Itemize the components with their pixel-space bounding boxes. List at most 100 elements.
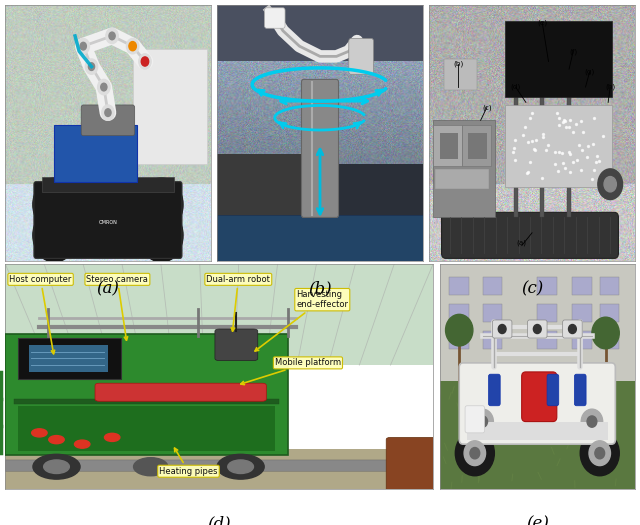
Text: (h): (h)	[605, 84, 615, 90]
Bar	[449, 331, 469, 349]
Point	[538, 132, 548, 141]
Circle shape	[533, 324, 541, 333]
Point	[510, 156, 520, 164]
Point	[599, 174, 609, 183]
Point	[598, 132, 608, 140]
Circle shape	[149, 190, 173, 220]
Circle shape	[134, 458, 168, 476]
Circle shape	[499, 324, 506, 333]
Circle shape	[568, 324, 577, 333]
Circle shape	[104, 433, 120, 442]
Point	[572, 156, 582, 164]
Bar	[433, 120, 495, 217]
Point	[561, 123, 572, 131]
Circle shape	[129, 41, 136, 51]
Point	[568, 128, 578, 136]
Text: (g): (g)	[584, 68, 595, 75]
Point	[587, 174, 597, 183]
Bar	[440, 264, 635, 381]
Point	[543, 141, 553, 149]
FancyBboxPatch shape	[460, 363, 616, 444]
Bar	[572, 304, 592, 322]
Circle shape	[80, 43, 86, 50]
Text: Stereo camera: Stereo camera	[86, 275, 148, 340]
Bar	[18, 406, 275, 451]
FancyBboxPatch shape	[95, 383, 266, 401]
Bar	[538, 331, 557, 349]
Circle shape	[149, 220, 173, 251]
Circle shape	[217, 454, 264, 479]
FancyBboxPatch shape	[547, 374, 559, 406]
Point	[565, 150, 575, 158]
Point	[582, 153, 592, 161]
Bar	[572, 331, 592, 349]
Bar	[330, 164, 423, 261]
FancyBboxPatch shape	[492, 320, 512, 338]
Circle shape	[42, 220, 67, 251]
Text: (e): (e)	[537, 20, 547, 26]
FancyBboxPatch shape	[18, 338, 121, 379]
Text: Heating pipes: Heating pipes	[159, 448, 218, 476]
FancyBboxPatch shape	[215, 329, 258, 361]
Point	[522, 169, 532, 177]
Circle shape	[604, 176, 616, 192]
Text: (a): (a)	[97, 281, 120, 298]
Text: (b): (b)	[453, 61, 463, 67]
Text: Dual-arm robot: Dual-arm robot	[206, 275, 270, 331]
Bar	[29, 345, 108, 372]
Bar	[217, 215, 423, 261]
Point	[538, 130, 548, 138]
Circle shape	[100, 83, 107, 91]
Point	[508, 148, 518, 156]
Circle shape	[470, 447, 480, 459]
Circle shape	[455, 430, 494, 476]
Circle shape	[106, 28, 118, 44]
Point	[554, 114, 564, 123]
FancyBboxPatch shape	[264, 8, 285, 28]
FancyBboxPatch shape	[527, 320, 547, 338]
FancyBboxPatch shape	[465, 406, 484, 433]
Point	[579, 127, 589, 135]
Text: (e): (e)	[526, 516, 548, 525]
Point	[553, 166, 563, 175]
Text: (f): (f)	[569, 48, 577, 55]
Point	[564, 167, 575, 176]
Point	[564, 148, 574, 156]
Circle shape	[129, 43, 136, 50]
Circle shape	[127, 38, 139, 54]
Circle shape	[88, 63, 95, 70]
Circle shape	[598, 169, 623, 200]
Point	[576, 117, 586, 125]
Bar	[217, 153, 310, 261]
Point	[529, 144, 540, 153]
Circle shape	[49, 436, 64, 444]
Point	[518, 131, 529, 139]
Text: Mobile platform: Mobile platform	[241, 359, 341, 385]
Circle shape	[142, 58, 148, 65]
FancyBboxPatch shape	[444, 59, 477, 90]
Point	[558, 118, 568, 126]
Circle shape	[109, 32, 115, 40]
Circle shape	[228, 460, 253, 474]
Circle shape	[105, 109, 111, 117]
Text: OMRON: OMRON	[99, 220, 117, 225]
Text: (d): (d)	[511, 84, 521, 90]
Point	[520, 123, 530, 132]
Point	[565, 116, 575, 124]
Bar	[467, 422, 607, 439]
Point	[582, 142, 593, 150]
Bar	[217, 5, 423, 61]
Bar	[440, 381, 635, 489]
Circle shape	[472, 409, 493, 434]
Circle shape	[580, 430, 620, 476]
Point	[559, 117, 570, 125]
Bar	[435, 169, 489, 190]
Bar	[13, 399, 279, 404]
Circle shape	[595, 447, 605, 459]
Point	[509, 135, 520, 144]
Bar	[538, 304, 557, 322]
FancyBboxPatch shape	[34, 182, 182, 258]
Bar	[600, 277, 620, 295]
Text: (c): (c)	[521, 281, 543, 298]
Point	[574, 141, 584, 150]
